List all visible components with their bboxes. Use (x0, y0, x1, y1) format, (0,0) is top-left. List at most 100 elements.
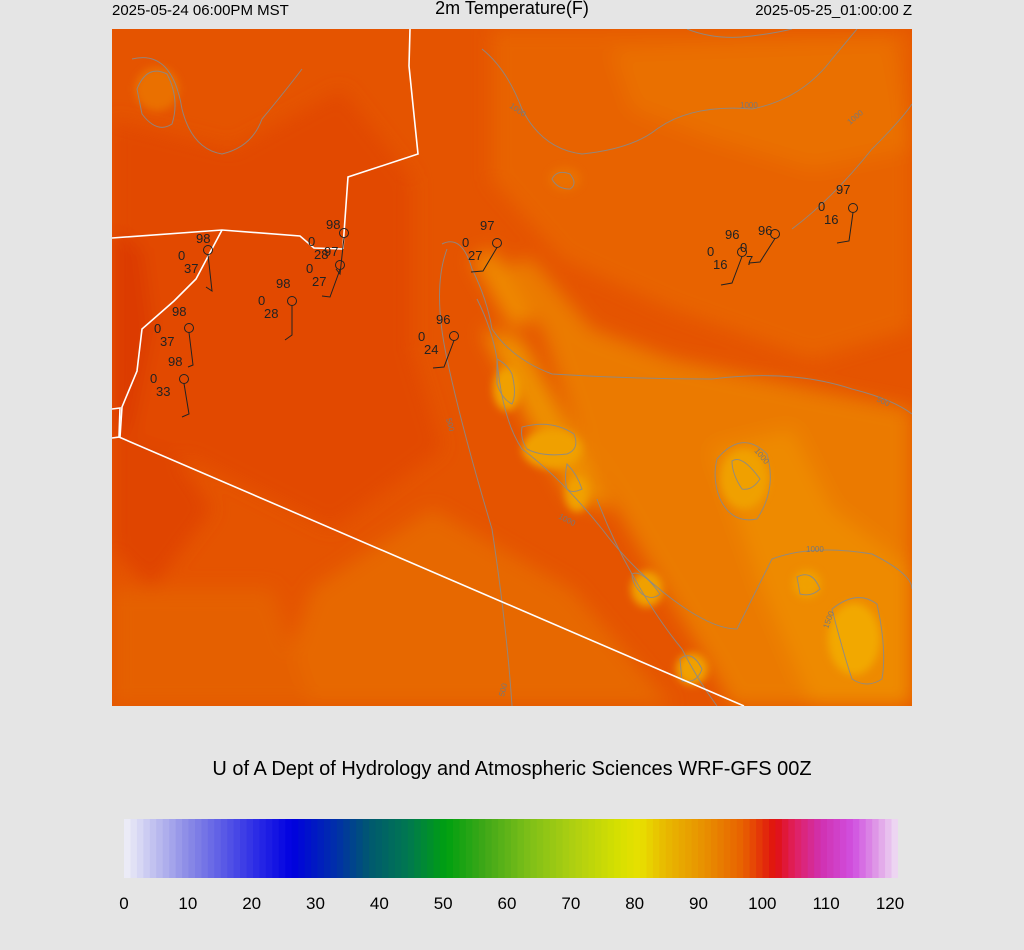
colorbar-tick-label: 10 (178, 894, 198, 913)
station-plot: 97 027 (462, 218, 502, 273)
colorbar-swatch (375, 819, 383, 878)
station-plot: 96 07 (740, 223, 780, 268)
colorbar-swatch (756, 819, 764, 878)
colorbar-swatch (259, 819, 267, 878)
station-dewpoint: 16 (713, 257, 727, 272)
wind-barb (205, 254, 213, 293)
colorbar-swatch (885, 819, 893, 878)
colorbar-swatch (272, 819, 280, 878)
colorbar-swatch (672, 819, 680, 878)
map-title: 2m Temperature(F) (435, 0, 589, 18)
colorbar-swatch (730, 819, 738, 878)
wind-barb (284, 305, 293, 341)
colorbar-swatch (175, 819, 183, 878)
colorbar-swatch (852, 819, 860, 878)
colorbar-swatch (291, 819, 299, 878)
station-cloud-cover: 0 (306, 261, 313, 276)
colorbar-swatch (201, 819, 209, 878)
colorbar-swatch (562, 819, 570, 878)
station-temperature: 98 (326, 217, 340, 232)
colorbar-swatch (801, 819, 809, 878)
colorbar-swatch (194, 819, 202, 878)
colorbar-swatch (556, 819, 564, 878)
contour-label: 500 (444, 417, 456, 433)
colorbar-swatch (285, 819, 293, 878)
station-plot: 98 033 (150, 354, 190, 418)
colorbar-swatch (472, 819, 480, 878)
colorbar-swatch (304, 819, 312, 878)
colorbar-swatch (246, 819, 254, 878)
station-cloud-cover: 0 (818, 199, 825, 214)
colorbar-swatch (446, 819, 454, 878)
valid-time-utc: 2025-05-25_01:00:00 Z (755, 2, 912, 19)
station-plot: 98 028 (258, 276, 297, 341)
colorbar-swatch (227, 819, 235, 878)
colorbar-tick-label: 40 (369, 894, 389, 913)
wind-barb (187, 332, 194, 368)
colorbar-swatch (253, 819, 261, 878)
colorbar-swatch (388, 819, 396, 878)
valid-time-local: 2025-05-24 06:00PM MST (112, 2, 289, 19)
station-dewpoint: 28 (314, 247, 328, 262)
colorbar-swatch (401, 819, 409, 878)
colorbar-swatch (356, 819, 364, 878)
colorbar-swatch (620, 819, 628, 878)
colorbar-tick-label: 120 (875, 894, 905, 913)
station-dewpoint: 37 (184, 261, 198, 276)
colorbar-swatch (698, 819, 706, 878)
colorbar-swatch (594, 819, 602, 878)
station-dewpoint: 27 (468, 248, 482, 263)
colorbar-tick-label: 60 (497, 894, 517, 913)
colorbar-swatch (452, 819, 460, 878)
colorbar-tick-label: 80 (625, 894, 645, 913)
contour-label: 1000 (806, 545, 824, 554)
colorbar-swatch (427, 819, 435, 878)
wind-barb (720, 256, 743, 286)
model-credit: U of A Dept of Hydrology and Atmospheric… (212, 758, 812, 780)
station-dewpoint: 16 (824, 212, 838, 227)
colorbar-swatch (704, 819, 712, 878)
colorbar-swatch (330, 819, 338, 878)
colorbar-swatch (214, 819, 222, 878)
colorbar-tick-label: 110 (812, 894, 840, 913)
colorbar-swatch (233, 819, 241, 878)
colorbar-swatch (136, 819, 144, 878)
colorbar-swatch (646, 819, 654, 878)
colorbar-swatch (485, 819, 493, 878)
colorbar-tick-label: 20 (242, 894, 262, 913)
colorbar-swatch (523, 819, 531, 878)
colorbar-swatch (581, 819, 589, 878)
colorbar-swatch (846, 819, 854, 878)
contour-label: 1000 (740, 101, 758, 110)
colorbar-swatch (736, 819, 744, 878)
station-dewpoint: 37 (160, 334, 174, 349)
station-dewpoint: 7 (746, 253, 753, 268)
colorbar-swatch (188, 819, 196, 878)
colorbar-swatch (827, 819, 835, 878)
wind-barb (748, 238, 776, 264)
colorbar (124, 819, 898, 878)
colorbar-swatch (865, 819, 873, 878)
colorbar-swatch (833, 819, 841, 878)
colorbar-swatch (743, 819, 751, 878)
colorbar-swatch (601, 819, 609, 878)
colorbar-swatch (459, 819, 467, 878)
station-dewpoint: 27 (312, 274, 326, 289)
station-plot: 98 037 (154, 304, 194, 368)
station-plot: 98 037 (178, 231, 213, 293)
colorbar-swatch (511, 819, 519, 878)
station-cloud-cover: 0 (178, 248, 185, 263)
wind-barb (432, 340, 455, 369)
colorbar-swatch (124, 819, 132, 878)
colorbar-swatch (465, 819, 473, 878)
warm-highs (135, 67, 880, 685)
colorbar-swatch (156, 819, 164, 878)
colorbar-tick-label: 30 (306, 894, 325, 913)
station-temperature: 96 (758, 223, 772, 238)
station-cloud-cover: 0 (258, 293, 265, 308)
state-border (112, 407, 121, 439)
colorbar-tick-label: 50 (433, 894, 453, 913)
colorbar-swatch (710, 819, 718, 878)
station-temperature: 98 (172, 304, 186, 319)
